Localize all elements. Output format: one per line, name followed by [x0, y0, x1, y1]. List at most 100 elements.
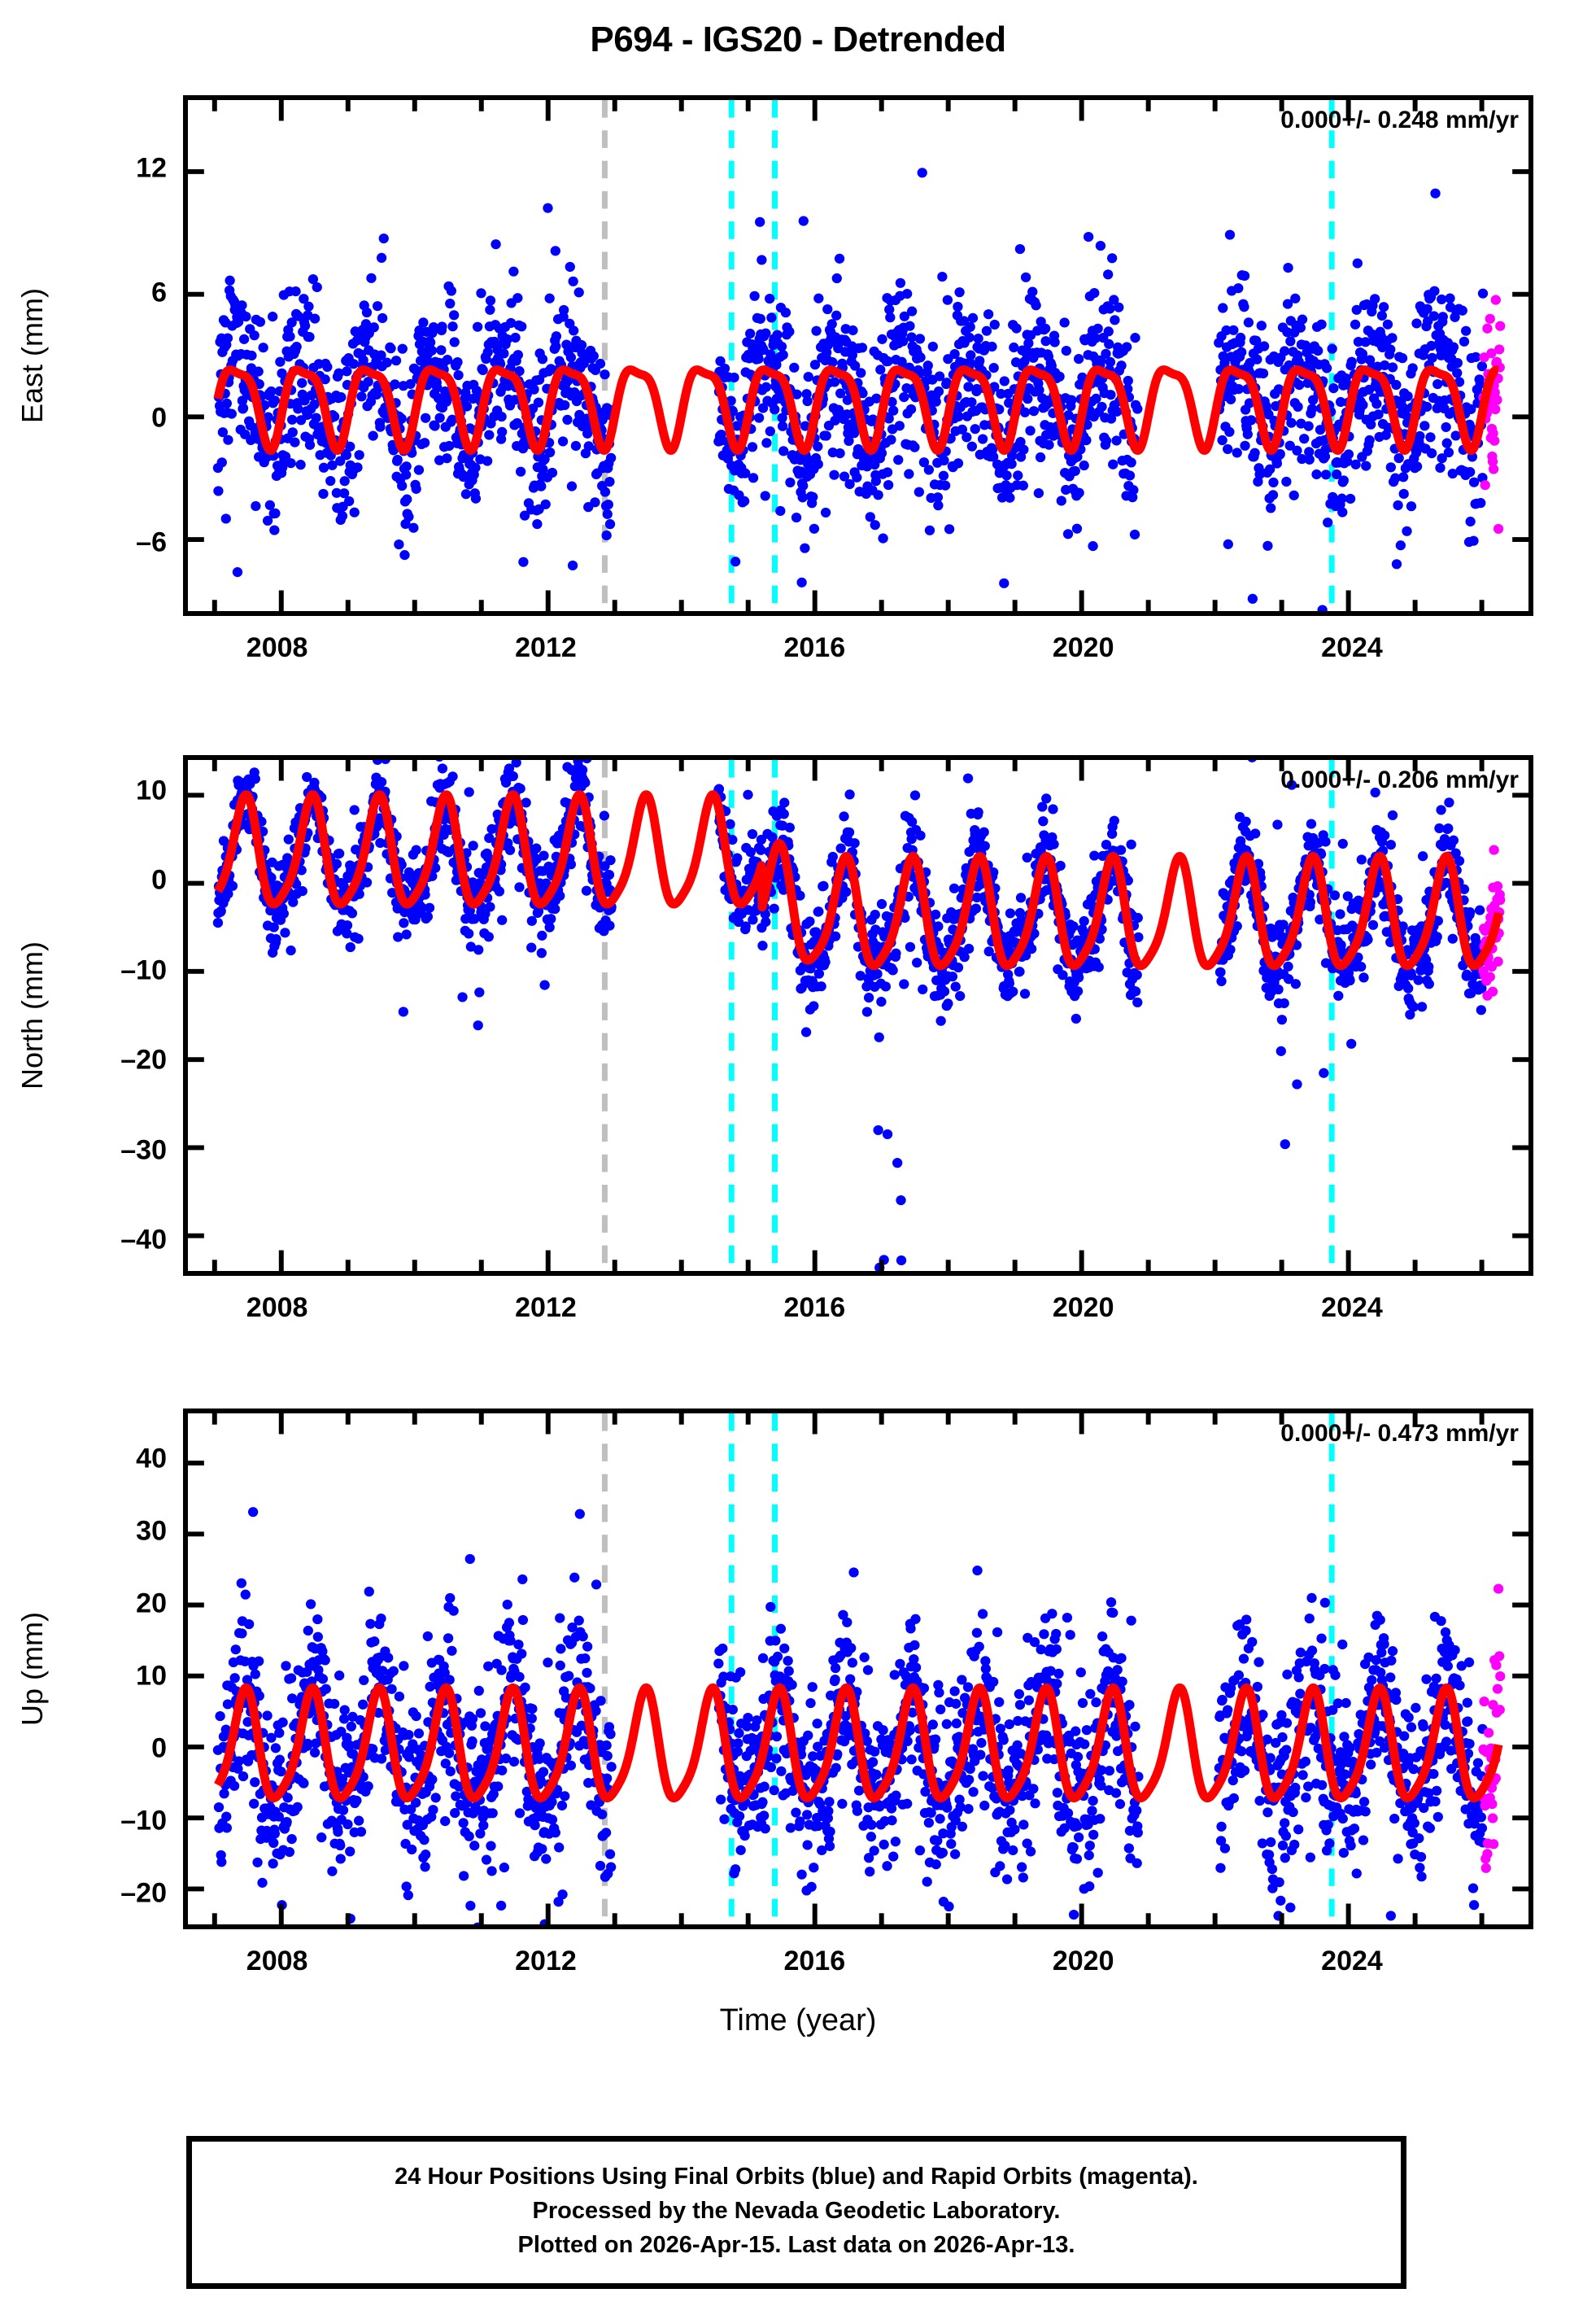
data-point-final	[791, 389, 802, 400]
data-point-final	[376, 252, 387, 263]
data-point-final	[1284, 440, 1295, 451]
data-point-final	[311, 413, 321, 423]
data-point-final	[1432, 932, 1442, 942]
data-point-final	[896, 1194, 906, 1206]
data-point-final	[1436, 805, 1446, 815]
data-point-final	[349, 805, 360, 815]
data-point-rapid	[1493, 956, 1503, 967]
data-point-final	[883, 356, 893, 367]
data-point-final	[442, 453, 452, 464]
data-point-final	[939, 455, 949, 466]
data-point-final	[494, 886, 505, 897]
data-point-final	[1275, 448, 1285, 460]
data-point-final	[509, 395, 521, 405]
data-point-rapid	[1495, 894, 1506, 906]
data-point-final	[1023, 394, 1033, 404]
data-point-final	[849, 360, 861, 371]
data-point-final	[508, 1756, 520, 1767]
data-point-final	[297, 886, 307, 897]
data-point-final	[413, 465, 425, 475]
data-point-final	[473, 945, 484, 955]
data-point-final	[730, 557, 741, 567]
data-point-final	[267, 312, 278, 322]
data-point-final	[962, 432, 972, 443]
data-point-final	[377, 312, 388, 324]
data-point-final	[989, 319, 1000, 330]
data-point-final	[883, 413, 894, 424]
data-point-final	[1351, 304, 1362, 315]
data-point-final	[1101, 435, 1112, 446]
data-point-final	[329, 411, 340, 422]
data-point-final	[1437, 312, 1448, 322]
data-point-final	[476, 288, 486, 299]
data-point-rapid	[1489, 845, 1499, 855]
data-point-final	[1280, 1139, 1290, 1150]
data-point-final	[1380, 430, 1391, 440]
data-point-final	[1268, 477, 1279, 488]
data-point-final	[240, 1589, 251, 1600]
data-point-final	[1421, 401, 1432, 412]
data-point-final	[356, 391, 367, 402]
data-point-final	[329, 1698, 340, 1710]
data-point-final	[467, 1736, 477, 1747]
data-point-final	[250, 774, 260, 784]
data-point-final	[295, 460, 306, 470]
data-point-final	[802, 395, 813, 407]
data-point-final	[954, 287, 965, 298]
data-point-final	[871, 393, 882, 404]
data-point-final	[221, 1811, 232, 1822]
data-point-final	[847, 350, 858, 360]
data-point-final	[363, 377, 373, 387]
data-point-final	[599, 810, 610, 821]
data-point-final	[485, 295, 496, 306]
data-point-final	[253, 366, 264, 377]
data-point-final	[756, 845, 766, 855]
data-point-final	[835, 388, 846, 399]
data-point-final	[1130, 986, 1141, 997]
plot-canvas-east	[188, 100, 1528, 611]
data-point-final	[739, 496, 750, 506]
data-point-final	[532, 518, 543, 530]
data-point-final	[212, 917, 224, 928]
data-point-final	[1014, 967, 1025, 977]
data-point-final	[748, 473, 759, 483]
data-point-final	[457, 992, 468, 1002]
data-point-final	[1124, 470, 1136, 481]
data-point-final	[252, 1857, 263, 1867]
scatter-points	[212, 760, 1506, 1271]
data-point-final	[1014, 244, 1026, 255]
data-point-final	[1055, 860, 1066, 871]
data-point-final	[1305, 897, 1316, 907]
data-point-final	[303, 301, 314, 312]
data-point-final	[502, 1599, 512, 1609]
data-point-final	[1271, 458, 1283, 469]
data-point-final	[839, 471, 850, 482]
data-point-final	[865, 512, 875, 522]
data-point-final	[1095, 240, 1106, 251]
data-point-final	[1352, 258, 1363, 269]
data-point-final	[1364, 355, 1376, 365]
data-point-final	[1251, 335, 1262, 346]
data-point-final	[447, 771, 458, 782]
data-point-final	[753, 353, 764, 365]
data-point-final	[1040, 323, 1051, 334]
data-point-final	[1123, 375, 1133, 386]
data-point-final	[475, 1708, 486, 1719]
data-point-final	[1109, 815, 1119, 826]
data-point-final	[282, 1793, 293, 1803]
data-point-final	[331, 487, 342, 498]
data-point-final	[1004, 398, 1014, 408]
data-point-final	[483, 932, 494, 942]
data-point-final	[540, 499, 551, 509]
data-point-final	[1432, 378, 1443, 390]
data-point-final	[465, 1900, 476, 1911]
data-point-final	[304, 439, 316, 450]
data-point-final	[909, 790, 921, 801]
data-point-final	[1088, 541, 1098, 552]
data-point-final	[485, 902, 495, 912]
data-point-final	[556, 1800, 568, 1811]
data-point-final	[1241, 816, 1251, 827]
data-point-final	[1367, 919, 1379, 930]
data-point-final	[1356, 961, 1367, 972]
data-point-final	[1426, 448, 1437, 459]
